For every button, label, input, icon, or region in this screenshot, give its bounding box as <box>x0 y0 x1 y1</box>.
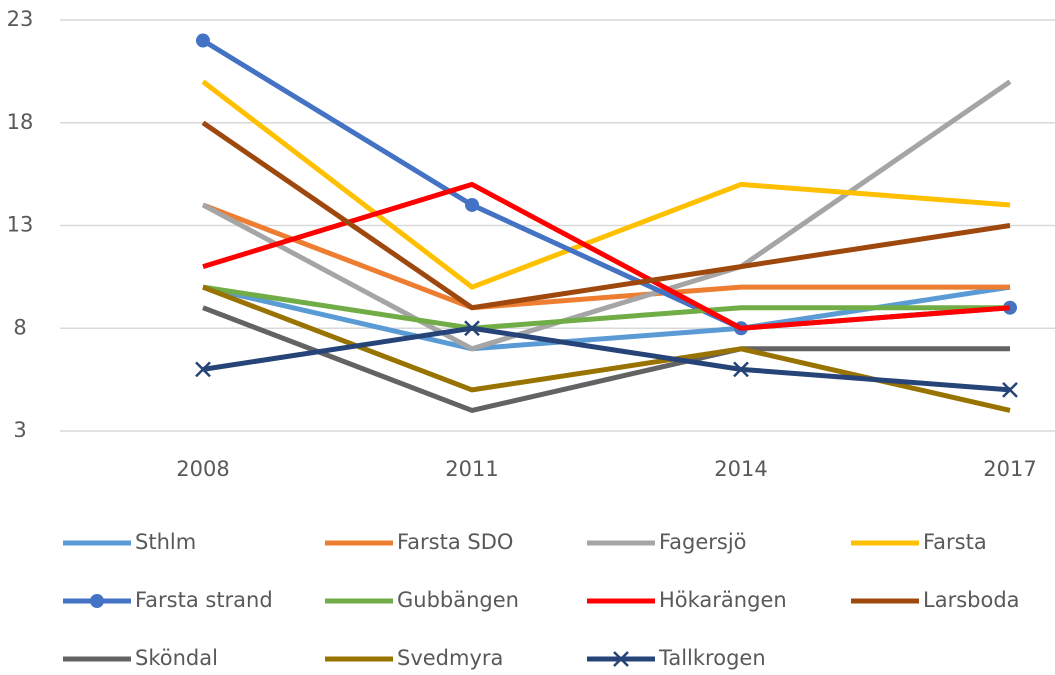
legend-label: Farsta <box>923 530 987 554</box>
series-marker <box>195 361 211 378</box>
series-marker <box>465 197 479 212</box>
x-tick-label: 2008 <box>176 457 229 481</box>
x-tick-label: 2014 <box>714 457 767 481</box>
series-line <box>202 325 1011 393</box>
legend-marker <box>613 651 629 667</box>
series-marker <box>464 320 480 337</box>
series-line <box>202 305 1010 413</box>
legend-label: Fagersjö <box>659 530 747 554</box>
series-line <box>201 79 1011 290</box>
y-tick-label: 3 <box>13 418 26 442</box>
series-line <box>201 120 1011 311</box>
legend-label: Tallkrogen <box>658 646 766 670</box>
series-line <box>202 181 1011 331</box>
y-tick-label: 8 <box>13 315 26 339</box>
series-marker <box>733 361 749 378</box>
series-line <box>201 79 1012 352</box>
y-tick-label: 13 <box>7 213 34 237</box>
y-tick-label: 18 <box>7 110 34 134</box>
legend-label: Farsta strand <box>135 588 273 612</box>
series-marker <box>1002 382 1018 398</box>
x-tick-label: 2017 <box>983 457 1036 481</box>
legend-label: Sköndal <box>135 646 218 670</box>
legend-marker <box>90 594 104 608</box>
legend-label: Gubbängen <box>397 588 519 612</box>
legend-label: Svedmyra <box>397 646 503 670</box>
series-line <box>202 202 1010 311</box>
y-tick-label: 23 <box>7 7 34 31</box>
legend-label: Larsboda <box>923 588 1020 612</box>
legend-label: Hökarängen <box>659 588 787 612</box>
series-line <box>202 284 1010 331</box>
x-tick-label: 2011 <box>445 457 498 481</box>
legend-label: Sthlm <box>135 530 196 554</box>
legend-label: Farsta SDO <box>397 530 513 554</box>
series-marker <box>196 33 210 48</box>
